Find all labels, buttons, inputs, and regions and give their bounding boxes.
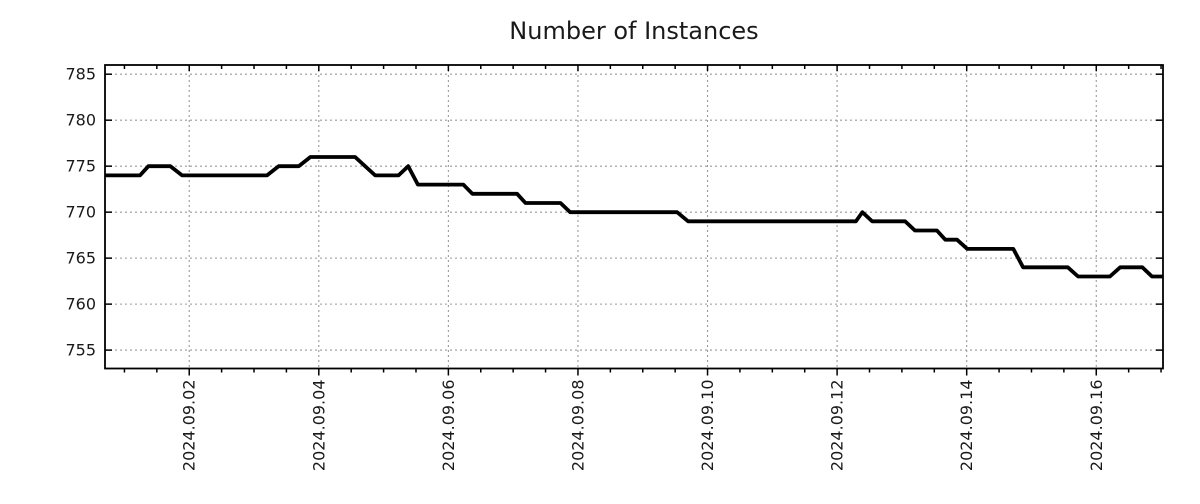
y-tick-label: 770 <box>65 203 96 222</box>
x-tick-label: 2024.09.06 <box>439 379 458 471</box>
x-tick-label: 2024.09.14 <box>957 380 976 472</box>
y-tick-label: 785 <box>65 65 96 84</box>
x-tick-label: 2024.09.08 <box>568 380 587 472</box>
x-tick-label: 2024.09.04 <box>309 380 328 472</box>
tick-labels: 755 760 765 770 775 780 785 2024.09.02 2024.09.0… <box>65 65 1105 471</box>
plot-border <box>104 64 1164 370</box>
x-tick-label: 2024.09.10 <box>698 380 717 472</box>
line-series <box>105 155 1163 279</box>
y-tick-label: 755 <box>65 341 96 360</box>
y-tick-label: 765 <box>65 249 96 268</box>
x-tick-label: 2024.09.16 <box>1087 380 1106 472</box>
x-tick-label: 2024.09.02 <box>180 380 199 472</box>
tick-marks <box>105 65 1163 376</box>
gridlines <box>105 65 1163 369</box>
y-tick-label: 760 <box>65 295 96 314</box>
series-line <box>105 155 1163 279</box>
x-tick-label: 2024.09.12 <box>828 380 847 472</box>
y-tick-label: 780 <box>65 111 96 130</box>
y-tick-label: 775 <box>65 157 96 176</box>
plot-frame <box>104 64 1164 370</box>
chart-title: Number of Instances <box>509 17 758 45</box>
